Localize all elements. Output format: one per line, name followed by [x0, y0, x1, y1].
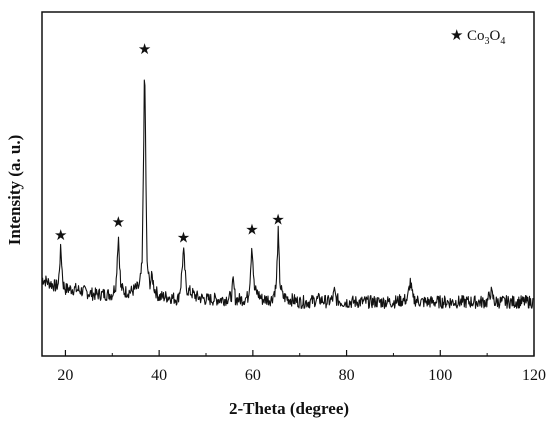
- x-tick-label: 20: [57, 367, 73, 384]
- legend: ★ Co3O4: [450, 26, 505, 47]
- x-ticks: 20 40 60 80 100 120: [57, 350, 546, 384]
- peak-markers: ★ ★ ★ ★ ★ ★: [54, 40, 285, 246]
- x-tick-label: 60: [245, 367, 261, 384]
- legend-label-sub-3: 3: [485, 36, 490, 47]
- x-tick-label: 100: [428, 367, 452, 384]
- peak-star-icon: ★: [54, 226, 67, 244]
- x-tick-label: 120: [522, 367, 546, 384]
- x-axis-title: 2-Theta (degree): [229, 399, 349, 418]
- x-tick-label: 40: [151, 367, 167, 384]
- peak-star-icon: ★: [177, 228, 190, 246]
- series-layer: [41, 79, 535, 309]
- legend-label-main: Co: [467, 28, 485, 44]
- y-axis-title: Intensity (a. u.): [5, 135, 24, 246]
- x-tick-label: 80: [339, 367, 355, 384]
- series-line: [41, 79, 535, 309]
- peak-star-icon: ★: [112, 213, 125, 231]
- plot-frame: [41, 11, 535, 357]
- peak-star-icon: ★: [245, 221, 258, 239]
- legend-label: Co3O4: [467, 28, 505, 47]
- legend-label-sub-4: 4: [500, 36, 505, 47]
- legend-star-icon: ★: [450, 26, 463, 44]
- legend-label-mid: O: [490, 28, 501, 44]
- peak-star-icon: ★: [138, 40, 151, 58]
- peak-star-icon: ★: [271, 210, 284, 228]
